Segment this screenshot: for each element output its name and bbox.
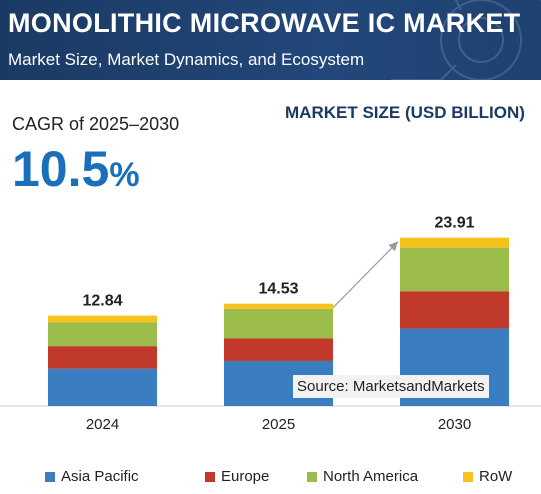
source-note: Source: MarketsandMarkets: [293, 375, 489, 398]
bar-segment-row-2025: [224, 303, 333, 309]
total-label-2030: 23.91: [434, 215, 474, 232]
circuit-decoration-icon: [391, 0, 541, 80]
x-tick-label-2030: 2030: [438, 416, 471, 433]
x-tick-label-2025: 2025: [262, 416, 295, 433]
bar-segment-north-america-2030: [400, 247, 509, 292]
total-label-2024: 12.84: [82, 293, 122, 310]
cagr-value: 10.5%: [12, 140, 140, 198]
legend-swatch: [463, 471, 473, 482]
header-banner: MONOLITHIC MICROWAVE IC MARKET Market Si…: [0, 0, 541, 80]
bar-segment-asia-pacific-2024: [48, 368, 157, 406]
bar-segment-north-america-2025: [224, 308, 333, 339]
market-size-label: MARKET SIZE (USD BILLION): [285, 103, 525, 122]
legend-label: North America: [323, 468, 419, 485]
bar-segment-europe-2024: [48, 346, 157, 369]
growth-arrow: [332, 241, 399, 309]
legend-item-asia-pacific: Asia Pacific: [45, 468, 139, 485]
legend-label: Europe: [221, 468, 270, 485]
cagr-unit: %: [109, 156, 140, 194]
legend-item-europe: Europe: [205, 468, 269, 485]
bar-segment-europe-2025: [224, 338, 333, 361]
legend-item-north-america: North America: [307, 468, 418, 485]
legend-swatch: [205, 471, 215, 482]
legend-item-row: RoW: [463, 468, 512, 485]
legend: Asia Pacific Europe North America RoW: [0, 462, 541, 492]
bar-segment-north-america-2024: [48, 322, 157, 347]
legend-swatch: [45, 471, 55, 482]
legend-swatch: [307, 471, 317, 482]
legend-label: RoW: [479, 468, 513, 485]
cagr-label: CAGR of 2025–2030: [12, 114, 180, 134]
cagr-number: 10.5: [12, 141, 110, 197]
page-title: MONOLITHIC MICROWAVE IC MARKET: [8, 8, 521, 38]
x-tick-label-2024: 2024: [86, 416, 119, 433]
page-subtitle: Market Size, Market Dynamics, and Ecosys…: [8, 50, 365, 69]
bar-segment-europe-2030: [400, 291, 509, 329]
bar-segment-row-2030: [400, 237, 509, 248]
total-label-2025: 14.53: [258, 281, 298, 298]
bar-segment-row-2024: [48, 315, 157, 323]
legend-label: Asia Pacific: [61, 468, 139, 485]
growth-arrow-head: [388, 241, 398, 252]
